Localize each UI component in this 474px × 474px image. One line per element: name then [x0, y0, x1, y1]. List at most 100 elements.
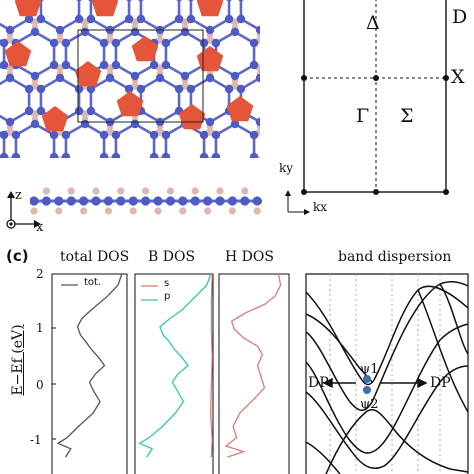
legend-s-label: s [164, 278, 170, 289]
boron-atom [211, 130, 221, 140]
boron-atom [91, 196, 101, 206]
bz-label-x: X [451, 66, 465, 88]
psi1-point [363, 375, 371, 383]
boron-atom [149, 130, 159, 140]
hydrogen-atom [258, 64, 260, 71]
boron-atom [199, 152, 209, 158]
hydrogen-atom [129, 207, 137, 215]
boron-atom [226, 0, 232, 2]
b-dos-p-curve [138, 273, 212, 458]
boron-atom [153, 196, 163, 206]
band-psi2-label: ψ2 [360, 397, 379, 412]
band-lines [305, 281, 469, 474]
boron-atom [211, 38, 221, 48]
boron-atom [99, 38, 109, 48]
boron-atom [130, 27, 140, 37]
boron-atom [79, 196, 89, 206]
boron-atom [236, 84, 246, 94]
legend-total-line [61, 284, 78, 286]
boron-atom [230, 119, 240, 129]
boron-atom [130, 71, 140, 81]
boron-atom [49, 38, 59, 48]
b-dos-frame [134, 273, 214, 474]
hydrogen-atom [104, 207, 112, 215]
boron-atom [161, 152, 171, 158]
boron-atom [149, 152, 159, 158]
boron-atom [36, 84, 46, 94]
pentagon-ring [91, 0, 119, 17]
boron-atom [240, 196, 250, 206]
pentagon-ring [196, 0, 224, 17]
top-view-axes [8, 152, 68, 172]
boron-atom [128, 196, 138, 206]
boron-atom [186, 84, 196, 94]
boron-atom [24, 84, 34, 94]
boron-atom [61, 130, 71, 140]
pentagon-ring [178, 104, 206, 130]
total-dos-frame [51, 273, 128, 474]
axis-z-label: z [15, 188, 22, 203]
hydrogen-atom [228, 207, 236, 215]
brillouin-zone [285, 0, 449, 215]
hydrogen-atom [258, 156, 260, 158]
boron-atom [249, 130, 259, 140]
boron-atom [238, 0, 244, 2]
axis-x-label: x [36, 220, 44, 235]
boron-atom [111, 38, 121, 48]
legend-total-label: tot. [84, 277, 102, 288]
pentagon-ring [14, 0, 42, 17]
boron-atom [249, 152, 259, 158]
boron-atom [205, 25, 215, 35]
boron-atom [86, 106, 96, 116]
boron-atom [116, 196, 126, 206]
boron-atom [61, 60, 71, 70]
boron-atom [49, 60, 59, 70]
boron-atom [188, 0, 194, 2]
pentagon-ring [4, 41, 32, 67]
boron-atom [11, 152, 21, 158]
boron-atom [178, 196, 188, 206]
boron-atom [230, 71, 240, 81]
boron-atom [111, 130, 121, 140]
boron-atom [11, 130, 21, 140]
bz-label-gamma: Γ [356, 105, 370, 127]
hydrogen-atom [253, 207, 261, 215]
boron-atom [24, 14, 34, 24]
lattice-structure [0, 0, 260, 158]
band-dp-left-label: DP [308, 375, 329, 391]
dos-panels [51, 273, 290, 474]
b-dos-s-curve [210, 273, 213, 458]
boron-atom [161, 38, 171, 48]
hydrogen-atom [258, 129, 260, 136]
boron-atom [124, 84, 134, 94]
pentagon-ring [196, 46, 224, 72]
boron-atom [36, 14, 46, 24]
boron-atom [99, 130, 109, 140]
panel-c-tag: (c) [6, 247, 29, 265]
hydrogen-atom [241, 187, 249, 195]
crystal-side-view [30, 187, 262, 215]
bz-label-d: D [452, 6, 468, 28]
boron-atom [224, 14, 234, 24]
legend-p-label: p [164, 291, 171, 302]
boron-atom [30, 71, 40, 81]
boron-atom [30, 27, 40, 37]
boron-atom [155, 73, 165, 83]
boron-atom [165, 196, 175, 206]
boron-atom [161, 130, 171, 140]
boron-atom [190, 196, 200, 206]
boron-atom [130, 119, 140, 129]
boron-atom [61, 38, 71, 48]
side-lattice [30, 187, 262, 215]
boron-atom [111, 60, 121, 70]
boron-atom [149, 60, 159, 70]
boron-atom [74, 84, 84, 94]
bz-point-edge-left [301, 75, 307, 81]
boron-atom [255, 73, 260, 83]
hydrogen-atom [42, 187, 50, 195]
boron-atom [136, 84, 146, 94]
ytick-label: 2 [36, 267, 44, 281]
pentagon-ring [131, 36, 159, 62]
boron-atom [138, 0, 144, 2]
band-psi1-label: ψ1 [360, 362, 379, 377]
